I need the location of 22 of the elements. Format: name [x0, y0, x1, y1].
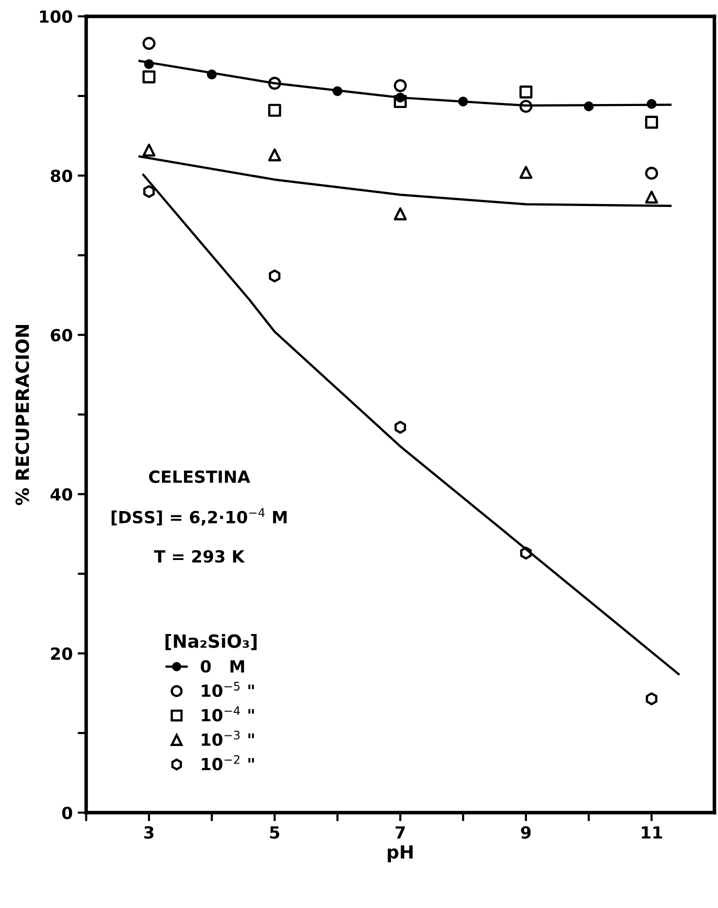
legend-label: 10$^{−4}$ "	[202, 706, 254, 722]
legend-label: 10$^{−2}$ "	[202, 755, 254, 770]
x-axis-title: pH	[388, 845, 413, 862]
y-tick-label: 100	[40, 10, 72, 23]
x-tick-label: 5	[270, 826, 280, 839]
y-tick-label: 60	[50, 328, 72, 342]
annotation: CELESTINA	[149, 470, 250, 484]
x-tick-label: 7	[396, 826, 405, 839]
legend-label: 10$^{−5}$ "	[202, 682, 254, 698]
annotation: [DSS] = 6,2·10$^{−4}$ M	[112, 508, 287, 526]
legend-label: 10$^{−3}$ "	[202, 730, 254, 746]
y-tick-label: 0	[62, 806, 72, 820]
y-axis-title: % RECUPERACION	[15, 324, 30, 506]
legend-label: 0 M	[200, 660, 244, 673]
y-tick-label: 80	[50, 170, 72, 182]
annotation: T = 293 K	[154, 550, 245, 563]
x-tick-label: 9	[521, 826, 531, 839]
legend-title: [Na₂SiO₃]	[166, 634, 257, 650]
x-tick-label: 11	[642, 826, 662, 839]
x-tick-label: 3	[144, 826, 154, 839]
y-tick-label: 40	[50, 488, 72, 501]
y-tick-label: 20	[51, 647, 72, 660]
